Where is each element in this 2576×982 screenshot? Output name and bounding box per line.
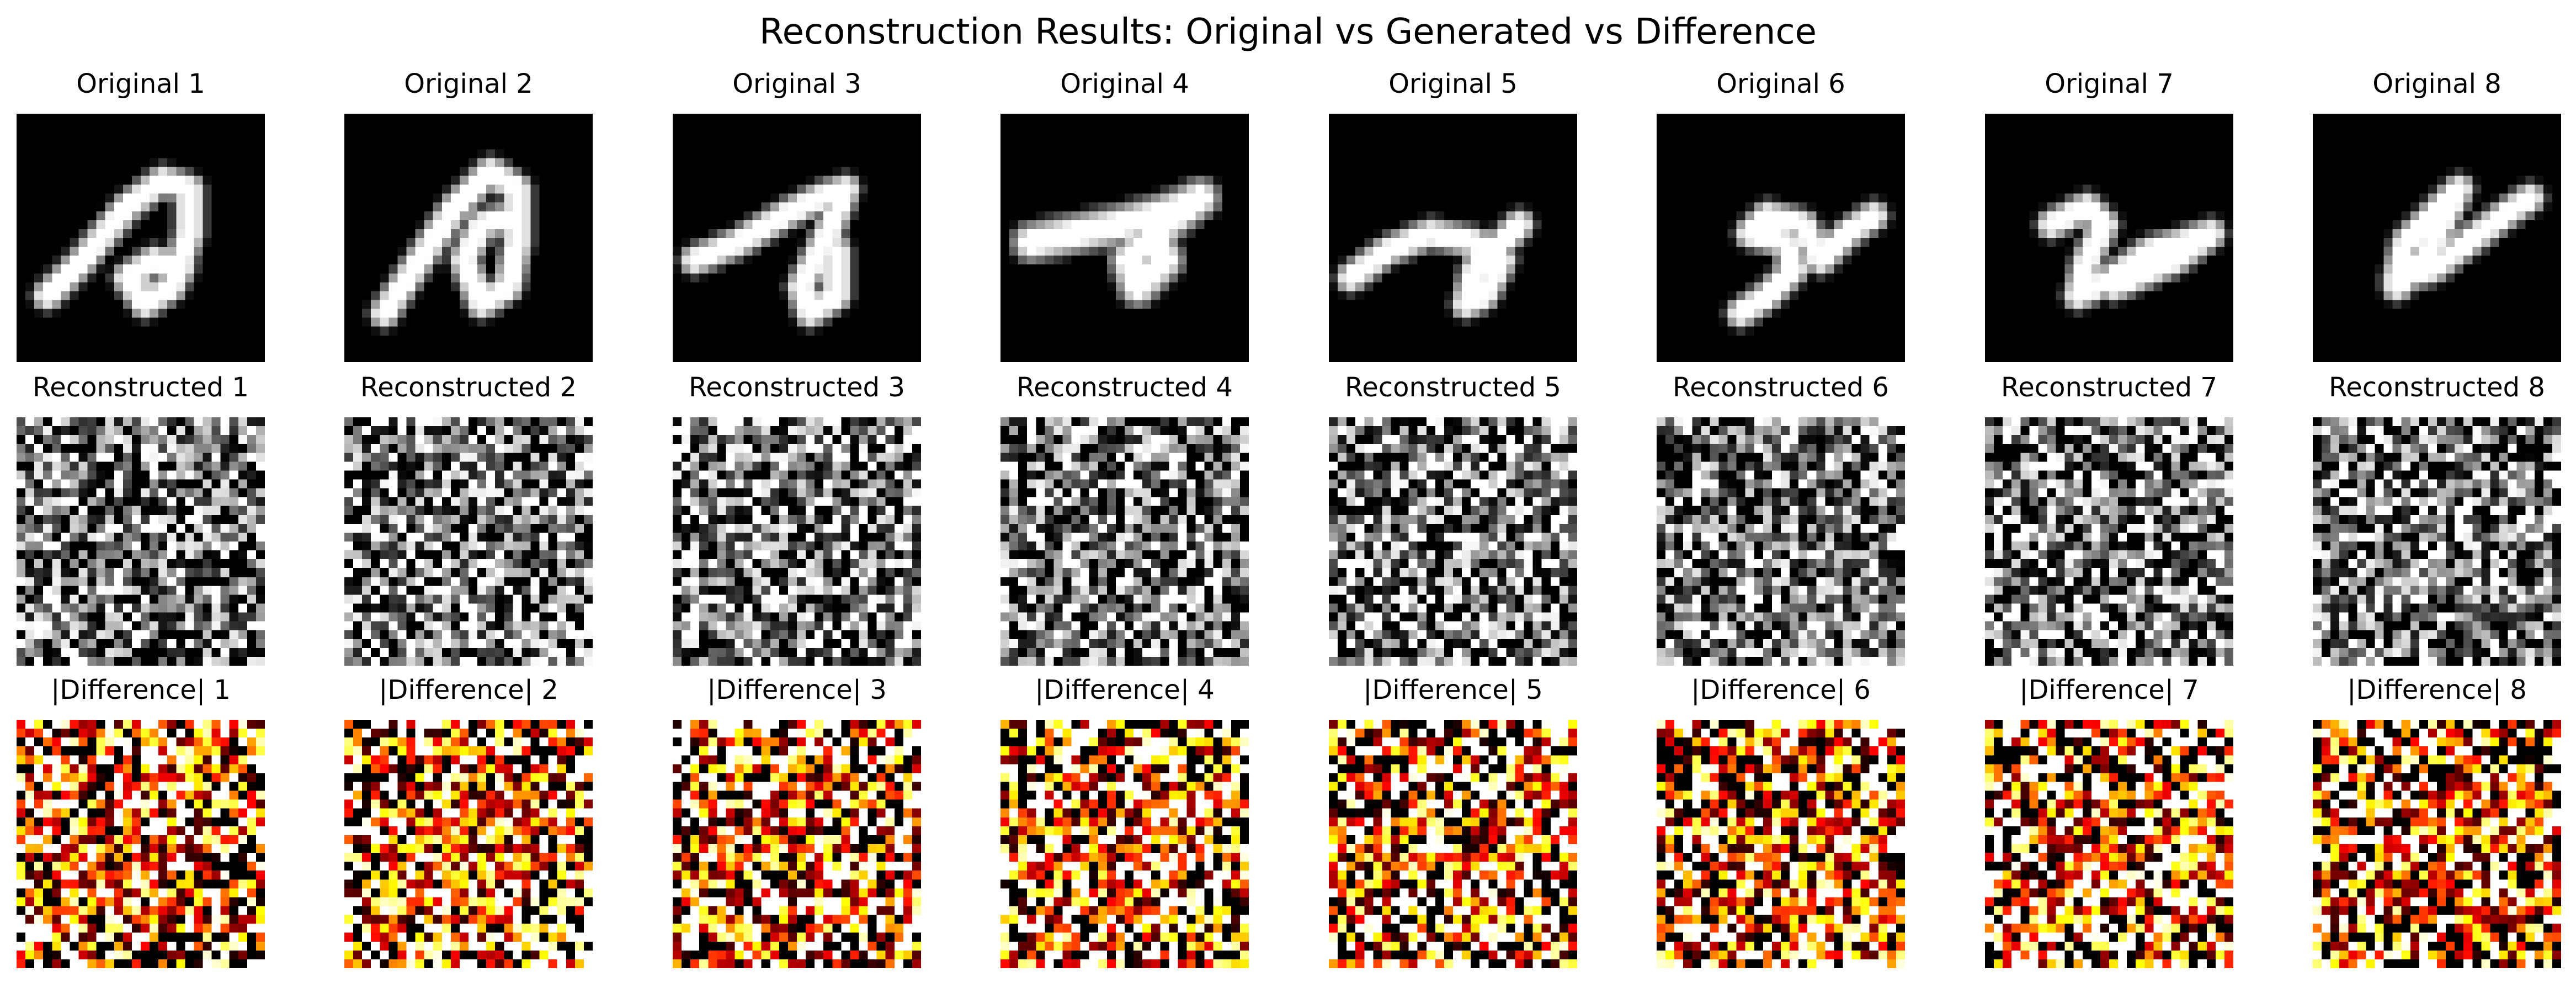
reconstructed-image bbox=[673, 417, 921, 666]
difference-image bbox=[17, 720, 265, 968]
original-image bbox=[17, 114, 265, 362]
original-panel-title: Original 4 bbox=[1060, 68, 1189, 99]
reconstructed-panel-title: Reconstructed 8 bbox=[2329, 372, 2545, 403]
reconstructed-panel-title: Reconstructed 1 bbox=[33, 372, 249, 403]
figure-title: Reconstruction Results: Original vs Gene… bbox=[759, 12, 1817, 52]
reconstructed-image bbox=[1657, 417, 1905, 666]
original-panel-title: Original 8 bbox=[2372, 68, 2502, 99]
difference-panel-title: |Difference| 2 bbox=[379, 675, 558, 705]
original-panel-title: Original 6 bbox=[1716, 68, 1845, 99]
reconstructed-panel-title: Reconstructed 7 bbox=[2001, 372, 2217, 403]
reconstructed-panel-title: Reconstructed 3 bbox=[689, 372, 905, 403]
difference-image bbox=[1000, 720, 1249, 968]
reconstructed-image bbox=[17, 417, 265, 666]
original-image bbox=[1657, 114, 1905, 362]
difference-panel-title: |Difference| 7 bbox=[2019, 675, 2199, 705]
reconstructed-image bbox=[1000, 417, 1249, 666]
original-panel-title: Original 3 bbox=[732, 68, 861, 99]
difference-image bbox=[1329, 720, 1577, 968]
difference-image bbox=[344, 720, 593, 968]
difference-panel-title: |Difference| 1 bbox=[51, 675, 231, 705]
difference-panel-title: |Difference| 6 bbox=[1691, 675, 1871, 705]
original-image bbox=[2313, 114, 2561, 362]
reconstructed-image bbox=[1985, 417, 2233, 666]
original-image bbox=[1985, 114, 2233, 362]
difference-image bbox=[2313, 720, 2561, 968]
original-panel-title: Original 1 bbox=[76, 68, 205, 99]
difference-image bbox=[1985, 720, 2233, 968]
difference-panel-title: |Difference| 5 bbox=[1363, 675, 1543, 705]
original-panel-title: Original 5 bbox=[1388, 68, 1518, 99]
original-panel-title: Original 7 bbox=[2045, 68, 2174, 99]
difference-image bbox=[1657, 720, 1905, 968]
difference-image bbox=[673, 720, 921, 968]
reconstructed-image bbox=[1329, 417, 1577, 666]
difference-panel-title: |Difference| 4 bbox=[1035, 675, 1215, 705]
original-image bbox=[673, 114, 921, 362]
original-panel-title: Original 2 bbox=[404, 68, 533, 99]
original-image bbox=[344, 114, 593, 362]
original-image bbox=[1329, 114, 1577, 362]
reconstructed-panel-title: Reconstructed 5 bbox=[1345, 372, 1561, 403]
reconstructed-image bbox=[2313, 417, 2561, 666]
original-image bbox=[1000, 114, 1249, 362]
difference-panel-title: |Difference| 3 bbox=[707, 675, 887, 705]
reconstructed-image bbox=[344, 417, 593, 666]
reconstructed-panel-title: Reconstructed 2 bbox=[360, 372, 577, 403]
reconstructed-panel-title: Reconstructed 6 bbox=[1673, 372, 1889, 403]
reconstructed-panel-title: Reconstructed 4 bbox=[1016, 372, 1233, 403]
difference-panel-title: |Difference| 8 bbox=[2347, 675, 2527, 705]
